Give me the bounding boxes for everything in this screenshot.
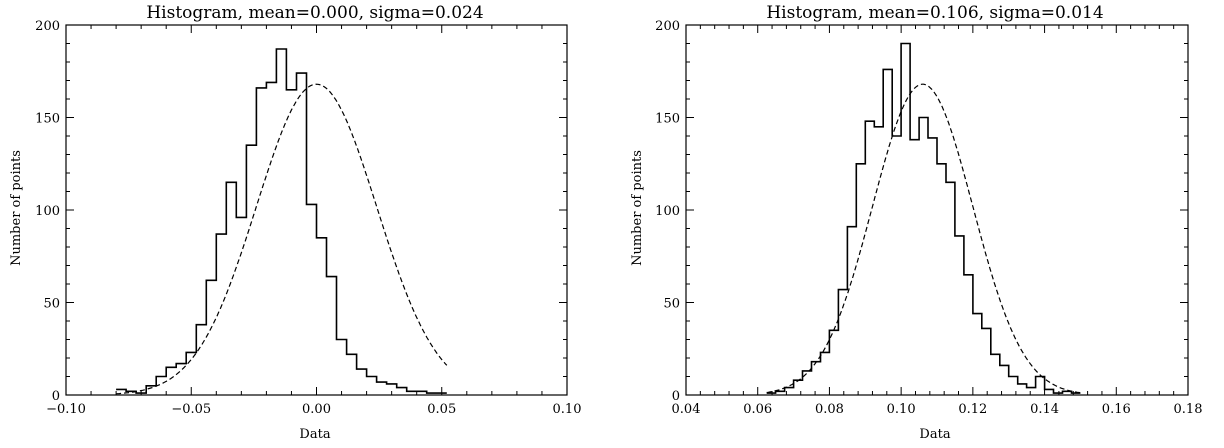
x-tick-label: 0.10 bbox=[553, 402, 582, 417]
x-axis-label: Data bbox=[919, 427, 950, 442]
x-tick-label: 0.16 bbox=[1102, 402, 1131, 417]
y-tick-label: 150 bbox=[655, 112, 680, 127]
y-tick-label: 200 bbox=[35, 19, 60, 34]
histogram-panel-left: Histogram, mean=0.000, sigma=0.024 Data … bbox=[9, 3, 581, 442]
x-tick-label: 0.12 bbox=[958, 402, 987, 417]
x-tick-label: 0.18 bbox=[1174, 402, 1203, 417]
x-tick-label: 0.10 bbox=[887, 402, 916, 417]
gaussian-fit-curve bbox=[766, 83, 1081, 394]
y-axis-label: Number of points bbox=[630, 150, 645, 266]
x-tick-label: 0.14 bbox=[1030, 402, 1059, 417]
y-tick-label: 50 bbox=[43, 297, 60, 312]
y-tick-label: 0 bbox=[672, 389, 680, 404]
x-tick-label: 0.04 bbox=[672, 402, 701, 417]
chart-title: Histogram, mean=0.000, sigma=0.024 bbox=[146, 3, 483, 23]
x-tick-label: −0.05 bbox=[171, 402, 211, 417]
chart-title: Histogram, mean=0.106, sigma=0.014 bbox=[766, 3, 1103, 23]
histogram-panel-right: Histogram, mean=0.106, sigma=0.014 Data … bbox=[630, 3, 1202, 442]
x-tick-label: 0.05 bbox=[427, 402, 456, 417]
x-tick-label: −0.10 bbox=[46, 402, 86, 417]
histogram-steps bbox=[116, 48, 447, 394]
x-tick-label: 0.00 bbox=[302, 402, 331, 417]
gaussian-fit-curve bbox=[116, 83, 448, 395]
y-tick-label: 0 bbox=[52, 389, 60, 404]
x-tick-label: 0.06 bbox=[743, 402, 772, 417]
y-tick-label: 100 bbox=[35, 204, 60, 219]
histogram-steps bbox=[766, 42, 1081, 394]
y-tick-label: 150 bbox=[35, 112, 60, 127]
x-axis-label: Data bbox=[299, 427, 330, 442]
y-axis-label: Number of points bbox=[9, 150, 24, 266]
x-tick-label: 0.08 bbox=[815, 402, 844, 417]
y-tick-label: 200 bbox=[655, 19, 680, 34]
plot-frame bbox=[685, 24, 1189, 396]
y-tick-label: 100 bbox=[655, 204, 680, 219]
y-tick-label: 50 bbox=[663, 297, 680, 312]
